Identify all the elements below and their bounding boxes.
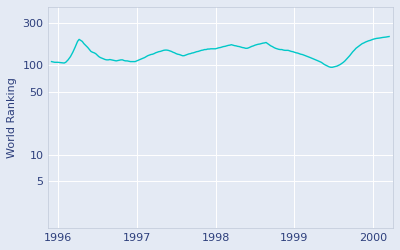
Y-axis label: World Ranking: World Ranking [7,77,17,158]
